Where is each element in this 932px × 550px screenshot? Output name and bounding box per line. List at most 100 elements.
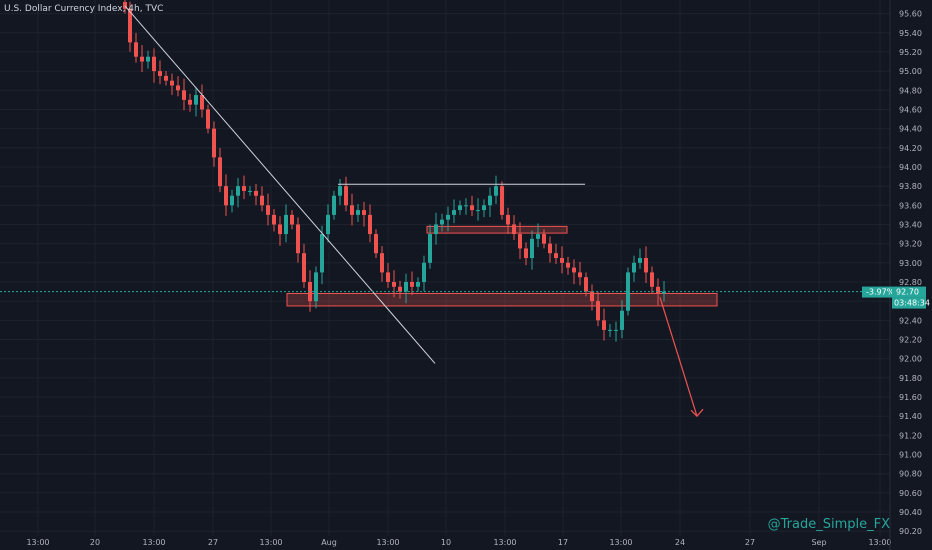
countdown-label: 03:48:34 [894, 299, 930, 308]
candle-body [224, 186, 228, 206]
candle-body [590, 291, 594, 302]
candle-body [596, 301, 600, 321]
candle-body [584, 277, 588, 292]
candle-body [254, 190, 258, 196]
x-tick-label: 17 [558, 538, 568, 547]
candle-body [176, 85, 180, 91]
candle-body [524, 248, 528, 259]
candle-body [542, 234, 546, 244]
candle-body [416, 281, 420, 287]
candle-body [482, 205, 486, 211]
candle-body [194, 95, 198, 105]
y-tick-label: 91.00 [899, 451, 922, 460]
y-tick-label: 94.40 [899, 125, 922, 134]
candle-body [572, 267, 576, 273]
y-tick-label: 93.40 [899, 220, 922, 229]
candle-body [123, 2, 127, 9]
current-price-label: 92.70 [896, 288, 919, 297]
candle-body [320, 234, 324, 273]
candle-body [272, 214, 276, 225]
candle-body [230, 195, 234, 206]
support-zone [426, 225, 568, 234]
candle-body [608, 329, 612, 331]
candle-body [470, 205, 474, 211]
candle-body [350, 205, 354, 215]
x-tick-label: 13:00 [609, 538, 632, 547]
candle-body [560, 258, 564, 263]
candle-body [314, 272, 318, 302]
candle-body [338, 186, 342, 196]
candle-body [392, 281, 396, 287]
candle-body [218, 157, 222, 187]
candle-body [512, 224, 516, 235]
candle-body [362, 210, 366, 215]
candle-body [614, 329, 618, 331]
candle-body [632, 262, 636, 273]
candle-body [380, 253, 384, 273]
candle-body [452, 210, 456, 215]
candle-body [248, 190, 252, 192]
projection-arrow-line [659, 297, 698, 417]
x-tick-label: 13:00 [868, 538, 891, 547]
candle-body [242, 186, 246, 191]
candle-body [434, 224, 438, 235]
candle-body [200, 95, 204, 110]
candle-body [662, 291, 666, 294]
y-tick-label: 95.60 [899, 10, 922, 19]
x-tick-label: 13:00 [26, 538, 49, 547]
candle-body [206, 109, 210, 129]
x-tick-label: 13:00 [376, 538, 399, 547]
candle-body [446, 214, 450, 220]
candle-body [182, 90, 186, 100]
candle-body [578, 272, 582, 278]
candle-body [296, 224, 300, 254]
x-tick-label: 27 [745, 538, 755, 547]
candle-body [164, 75, 168, 81]
candle-body [488, 195, 492, 206]
candle-body [152, 56, 156, 72]
x-tick-label: 13:00 [142, 538, 165, 547]
y-tick-label: 90.60 [899, 489, 922, 498]
candle-body [620, 310, 624, 330]
candle-body [368, 214, 372, 235]
x-tick-label: Aug [321, 538, 337, 547]
candle-body [548, 243, 552, 254]
candle-body [302, 253, 306, 282]
y-tick-label: 92.00 [899, 355, 922, 364]
y-tick-label: 95.40 [899, 29, 922, 38]
y-tick-label: 93.80 [899, 182, 922, 191]
y-tick-label: 90.20 [899, 527, 922, 536]
x-tick-label: 24 [675, 538, 685, 547]
candle-body [506, 214, 510, 225]
candle-body [284, 214, 288, 235]
y-tick-label: 92.80 [899, 278, 922, 287]
y-tick-label: 94.60 [899, 105, 922, 114]
change-label-bg [862, 286, 892, 298]
candle-body [464, 205, 468, 207]
candle-body [530, 238, 534, 259]
candle-body [440, 219, 444, 225]
countdown-bg [892, 297, 926, 309]
candle-body [332, 195, 336, 215]
candle-body [356, 210, 360, 215]
watermark: @Trade_Simple_FX [767, 517, 890, 532]
candle-body [428, 234, 432, 263]
candle-body [260, 195, 264, 206]
candle-body [266, 205, 270, 215]
y-tick-label: 93.60 [899, 201, 922, 210]
candle-body [458, 205, 462, 211]
candle-body [128, 8, 132, 43]
projection-arrow-head [690, 408, 704, 418]
y-tick-label: 93.20 [899, 240, 922, 249]
chart-title: U.S. Dollar Currency Index, 4h, TVC [4, 4, 164, 14]
candle-body [494, 186, 498, 196]
candle-body [290, 214, 294, 225]
x-tick-label: 10 [441, 538, 451, 547]
y-tick-label: 90.80 [899, 470, 922, 479]
candle-body [398, 286, 402, 292]
y-tick-label: 94.80 [899, 86, 922, 95]
y-tick-label: 94.20 [899, 144, 922, 153]
candle-body [650, 272, 654, 287]
